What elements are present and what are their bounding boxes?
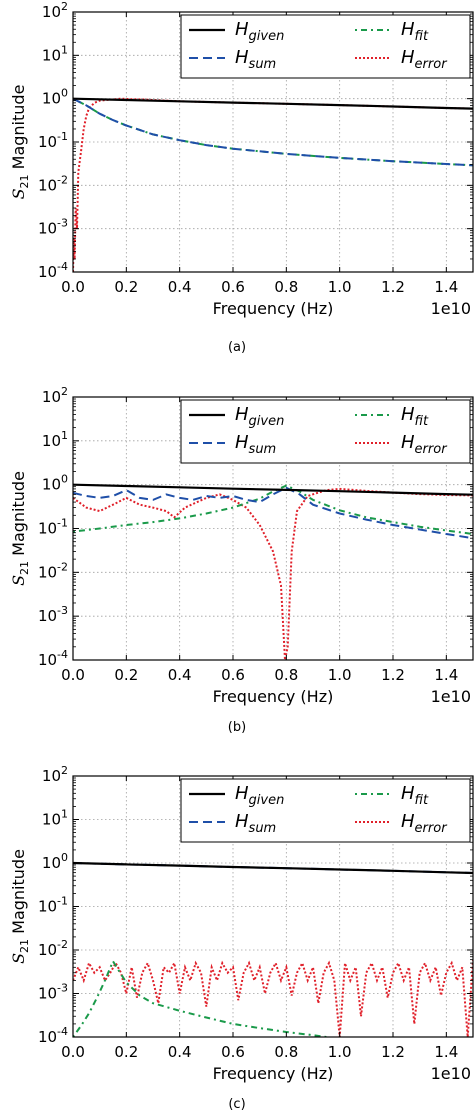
x-tick-label: 0.6 [221, 1043, 245, 1061]
x-tick-label: 1.4 [434, 666, 458, 684]
panel-caption: (b) [228, 720, 246, 735]
x-tick-label: 0.8 [274, 1043, 298, 1061]
x-axis-label: Frequency (Hz) [213, 1064, 334, 1083]
series-line-h-given [73, 483, 473, 496]
panel-caption: (c) [228, 1097, 245, 1112]
y-tick-label: 101 [42, 808, 68, 829]
x-axis-label: Frequency (Hz) [213, 299, 334, 318]
y-tick-label: 102 [42, 0, 68, 21]
legend: Hgiven Hsum Hfit Herror [180, 778, 471, 843]
legend: Hgiven Hsum Hfit Herror [180, 399, 471, 464]
legend-box [180, 778, 471, 843]
x-tick-label: 1.2 [381, 666, 405, 684]
series-line-h-given [73, 861, 473, 875]
series-line-h-error [73, 487, 473, 660]
x-tick-label: 0.4 [168, 1043, 192, 1061]
x-tick-label: 0.0 [61, 1043, 85, 1061]
x-tick-label: 0.0 [61, 278, 85, 296]
legend-label: Hfit [401, 19, 429, 44]
y-tick-label: 10-3 [38, 217, 68, 238]
y-tick-label: 101 [42, 43, 68, 64]
chart-panel-2: 0.0 0.2 0.4 0.6 0.8 1.0 1.2 1.4 10-4 10-3 10-2 10-1… [9, 385, 474, 735]
x-tick-label: 0.8 [274, 278, 298, 296]
legend-label: Hfit [401, 783, 429, 808]
x-tick-label: 1.0 [328, 1043, 352, 1061]
legend-label: Herror [401, 811, 448, 836]
y-tick-label: 100 [42, 473, 68, 494]
x-tick-label: 0.6 [221, 278, 245, 296]
x-tick-label: 0.2 [114, 278, 138, 296]
y-tick-label: 100 [42, 87, 68, 108]
x-offset-label: 1e10 [431, 1064, 471, 1083]
legend-label: Herror [401, 47, 448, 72]
x-tick-label: 0.8 [274, 666, 298, 684]
y-tick-label: 102 [42, 385, 68, 406]
series-line-h-sum [73, 486, 473, 540]
chart-panel-1: 0.0 0.2 0.4 0.6 0.8 1.0 1.2 1.4 10-4 10-3 10-2 10-1… [9, 0, 474, 355]
x-tick-label: 0.2 [114, 666, 138, 684]
y-tick-label: 10-4 [38, 1025, 68, 1046]
series-line-h-given [73, 97, 473, 110]
x-tick-label: 1.2 [381, 278, 405, 296]
x-tick-label: 1.4 [434, 1043, 458, 1061]
y-tick-label: 10-4 [38, 260, 68, 281]
y-tick-label: 10-2 [38, 560, 68, 581]
legend-label: Hfit [401, 404, 429, 429]
series-line-h-sum [73, 97, 473, 167]
panel-caption: (a) [228, 340, 246, 355]
legend-label: Hgiven [235, 19, 284, 44]
x-tick-label: 0.2 [114, 1043, 138, 1061]
y-tick-label: 10-1 [38, 130, 68, 151]
legend: Hgiven Hsum Hfit Herror [180, 14, 471, 79]
y-tick-label: 100 [42, 851, 68, 872]
series-line-h-fit [73, 484, 473, 535]
y-tick-label: 10-2 [38, 173, 68, 194]
x-offset-label: 1e10 [431, 299, 471, 318]
legend-box [180, 14, 471, 79]
y-axis-label: S21 Magnitude [9, 85, 31, 200]
series-line-h-fit [73, 959, 327, 1037]
legend-label: Hgiven [235, 404, 284, 429]
y-tick-label: 10-1 [38, 517, 68, 538]
legend-label: Herror [401, 432, 448, 457]
x-tick-label: 0.4 [168, 278, 192, 296]
x-tick-label: 1.0 [328, 666, 352, 684]
y-tick-label: 10-3 [38, 604, 68, 625]
chart-panel-3: 0.0 0.2 0.4 0.6 0.8 1.0 1.2 1.4 10-4 10-3 10-2 10-1… [9, 764, 474, 1112]
y-tick-label: 101 [42, 429, 68, 450]
y-tick-label: 10-3 [38, 982, 68, 1003]
legend-label: Hgiven [235, 783, 284, 808]
y-tick-label: 10-1 [38, 895, 68, 916]
x-offset-label: 1e10 [431, 687, 471, 706]
y-axis-label: S21 Magnitude [9, 471, 31, 586]
y-tick-label: 10-4 [38, 648, 68, 669]
x-tick-label: 0.4 [168, 666, 192, 684]
y-tick-label: 102 [42, 764, 68, 785]
x-tick-label: 1.2 [381, 1043, 405, 1061]
y-tick-label: 10-2 [38, 938, 68, 959]
x-tick-label: 0.0 [61, 666, 85, 684]
x-axis-label: Frequency (Hz) [213, 687, 334, 706]
y-axis-label: S21 Magnitude [9, 849, 31, 964]
x-tick-label: 0.6 [221, 666, 245, 684]
legend-box [180, 399, 471, 464]
x-tick-label: 1.0 [328, 278, 352, 296]
legend-label: Hsum [235, 811, 276, 836]
legend-label: Hsum [235, 432, 276, 457]
legend-label: Hsum [235, 47, 276, 72]
x-tick-label: 1.4 [434, 278, 458, 296]
